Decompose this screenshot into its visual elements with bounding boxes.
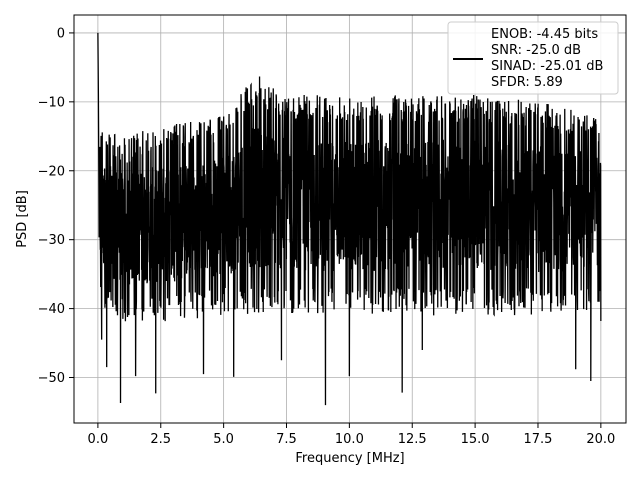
x-axis-ticks: 0.0 2.5 5.0 7.5 10.0 12.5 15.0 17.5 20.0 bbox=[88, 423, 615, 447]
plot-frame bbox=[73, 14, 627, 424]
legend-sinad-text: SINAD: -25.01 dB bbox=[491, 59, 603, 74]
x-tick-label: 5.0 bbox=[213, 432, 234, 447]
legend-enob-text: ENOB: -4.45 bits bbox=[491, 27, 598, 42]
y-tick-label: −30 bbox=[38, 233, 65, 248]
x-axis-label: Frequency [MHz] bbox=[295, 451, 404, 466]
x-tick-label: 2.5 bbox=[150, 432, 171, 447]
y-tick-label: −20 bbox=[38, 164, 65, 179]
legend-sfdr-text: SFDR: 5.89 bbox=[491, 75, 563, 90]
x-tick-label: 0.0 bbox=[88, 432, 109, 447]
y-tick-label: −50 bbox=[38, 371, 65, 386]
y-tick-label: −40 bbox=[38, 302, 65, 317]
y-tick-label: −10 bbox=[38, 95, 65, 110]
x-tick-label: 7.5 bbox=[276, 432, 297, 447]
psd-series-line bbox=[97, 32, 602, 406]
x-tick-label: 20.0 bbox=[586, 432, 615, 447]
x-tick-label: 15.0 bbox=[461, 432, 490, 447]
legend-snr-text: SNR: -25.0 dB bbox=[491, 43, 581, 58]
legend-box bbox=[447, 21, 619, 95]
y-axis-ticks: 0 −10 −20 −30 −40 −50 bbox=[38, 26, 74, 386]
legend: ENOB: -4.45 bits SNR: -25.0 dB SINAD: -2… bbox=[447, 21, 619, 95]
x-tick-label: 10.0 bbox=[335, 432, 364, 447]
x-tick-label: 17.5 bbox=[524, 432, 553, 447]
y-axis-label: PSD [dB] bbox=[15, 190, 30, 248]
y-tick-label: 0 bbox=[57, 26, 65, 41]
x-tick-label: 12.5 bbox=[398, 432, 427, 447]
